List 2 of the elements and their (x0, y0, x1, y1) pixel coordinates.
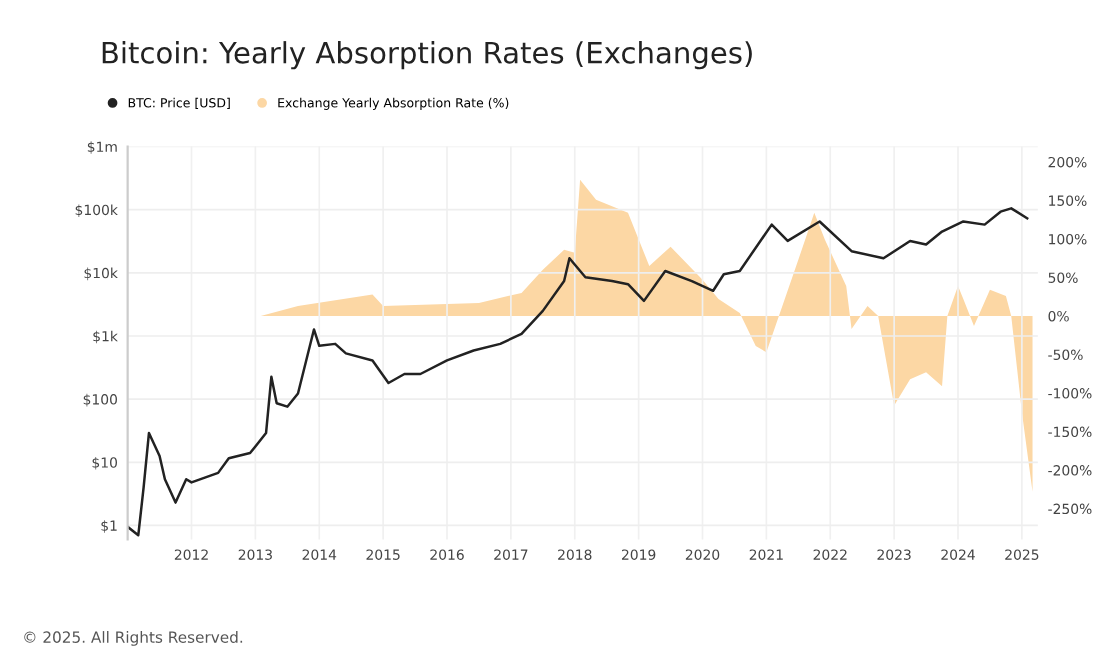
line-series (127, 207, 1029, 537)
chart-title: Bitcoin: Yearly Absorption Rates (Exchanges) (102, 41, 752, 70)
